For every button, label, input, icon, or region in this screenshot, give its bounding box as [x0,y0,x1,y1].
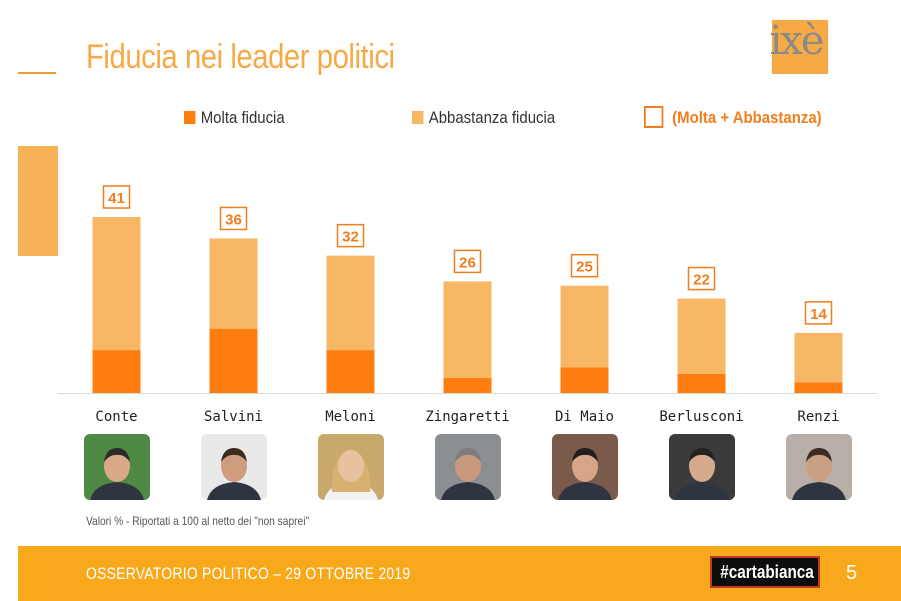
bar-molta-berlusconi [677,373,726,393]
total-label-box [219,206,248,231]
berlusconi-portrait-icon [668,434,735,500]
legend-swatch-molta [184,111,196,124]
bar-abbastanza-meloni [326,255,375,351]
bar-molta-zingaretti [443,377,492,393]
legend-item-abbastanza: Abbastanza fiducia [412,108,555,128]
total-label-box [687,266,716,291]
bar-abbastanza-berlusconi [677,298,726,374]
brand-label: #cartabianca [720,562,814,582]
footer-bar: OSSERVATORIO POLITICO – 29 OTTOBRE 2019 … [18,546,901,601]
stacked-bar-chart: 41 Conte 36 Salvini 32 Meloni 26 Zingaretti 25 Di… [58,185,877,425]
conte-portrait-icon [83,434,150,500]
salvini-portrait-icon [200,434,267,500]
total-label: 26 [459,254,476,271]
bar-abbastanza-di-maio [560,285,609,368]
side-accent-block [18,146,58,256]
renzi-portrait-icon [785,434,852,500]
bar-molta-salvini [209,328,258,393]
ixe-logo: ixè [760,16,832,78]
logo-text: ixè [769,18,824,64]
bar-abbastanza-conte [92,217,141,351]
legend-label-abbastanza: Abbastanza fiducia [428,108,556,127]
total-label-box [453,249,482,274]
category-label: Conte [95,409,137,425]
total-label: 32 [342,229,359,246]
total-label-box [336,223,365,248]
total-label: 22 [693,272,710,289]
bar-molta-renzi [794,382,843,393]
legend-item-molta: Molta fiducia [184,108,285,128]
cartabianca-logo: #cartabianca [710,556,820,588]
footer-text: OSSERVATORIO POLITICO – 29 OTTOBRE 2019 [86,564,411,583]
meloni-portrait-icon [317,434,384,500]
category-label: Di Maio [555,409,614,425]
total-label-box [570,253,599,278]
total-label: 25 [576,259,593,276]
page-number: 5 [846,562,858,584]
bar-abbastanza-salvini [209,238,258,329]
total-label: 14 [810,306,827,323]
bar-molta-conte [92,350,141,393]
total-label: 41 [108,190,125,207]
total-label: 36 [225,211,242,228]
bar-abbastanza-renzi [794,332,843,383]
dimaio-portrait-icon [551,434,618,500]
bar-abbastanza-zingaretti [443,281,492,378]
page-title: Fiducia nei leader politici [86,38,395,76]
legend-swatch-total [644,106,664,128]
category-label: Berlusconi [659,409,743,425]
total-label-box [804,301,833,325]
total-label-box [102,185,131,209]
bar-molta-di-maio [560,367,609,393]
zingaretti-portrait-icon [434,434,501,500]
legend-label-total: (Molta + Abbastanza) [672,108,822,127]
legend-item-total: (Molta + Abbastanza) [644,106,822,128]
legend-label-molta: Molta fiducia [200,108,285,127]
logo-background [772,20,828,74]
category-label: Meloni [325,409,376,425]
legend-swatch-abbastanza [412,111,424,124]
category-label: Salvini [204,409,263,425]
footnote: Valori % - Riportati a 100 al netto dei … [86,514,310,528]
category-label: Renzi [797,409,839,425]
bar-molta-meloni [326,350,375,393]
category-label: Zingaretti [425,409,509,425]
title-rule [18,72,56,74]
